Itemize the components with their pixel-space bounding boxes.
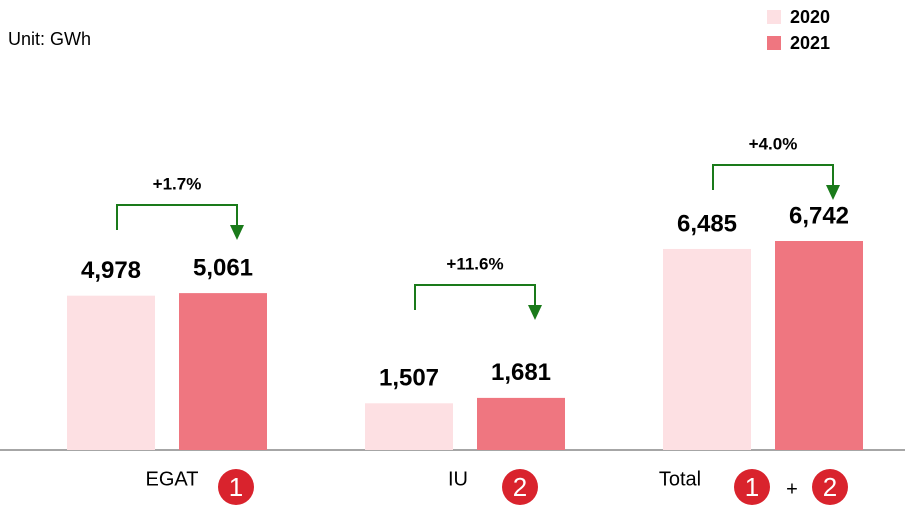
- legend-swatch: [767, 10, 781, 24]
- change-label: +1.7%: [153, 174, 202, 193]
- badge-joiner: +: [786, 478, 798, 500]
- badge: [812, 469, 848, 505]
- category-label: EGAT: [146, 468, 199, 490]
- badge-number: 1: [745, 472, 759, 502]
- badge-number: 2: [513, 472, 527, 502]
- legend-label: 2021: [790, 33, 830, 53]
- value-label: 6,485: [677, 210, 737, 237]
- bar: [365, 403, 453, 450]
- bar: [775, 241, 863, 450]
- change-arrowhead: [230, 225, 244, 240]
- change-bracket: [414, 284, 536, 310]
- change-arrowhead: [826, 185, 840, 200]
- value-label: 6,742: [789, 202, 849, 229]
- value-label: 5,061: [193, 254, 253, 281]
- legend-swatch: [767, 36, 781, 50]
- badge: [502, 469, 538, 505]
- bar: [663, 248, 751, 450]
- badge-number: 2: [823, 472, 837, 502]
- change-label: +11.6%: [446, 254, 503, 273]
- change-bracket: [116, 204, 238, 230]
- bar: [67, 295, 155, 450]
- badge-number: 1: [229, 472, 243, 502]
- value-label: 1,681: [491, 359, 551, 386]
- legend-label: 2020: [790, 7, 830, 27]
- change-label: +4.0%: [749, 134, 798, 153]
- unit-label: Unit: GWh: [8, 29, 91, 49]
- badge: [218, 469, 254, 505]
- badge: [734, 469, 770, 505]
- change-bracket: [712, 164, 834, 190]
- category-label: IU: [448, 468, 468, 490]
- value-label: 4,978: [81, 257, 141, 284]
- bar: [179, 293, 267, 450]
- value-label: 1,507: [379, 365, 439, 392]
- change-arrowhead: [528, 305, 542, 320]
- category-label: Total: [659, 468, 701, 490]
- bar: [477, 397, 565, 450]
